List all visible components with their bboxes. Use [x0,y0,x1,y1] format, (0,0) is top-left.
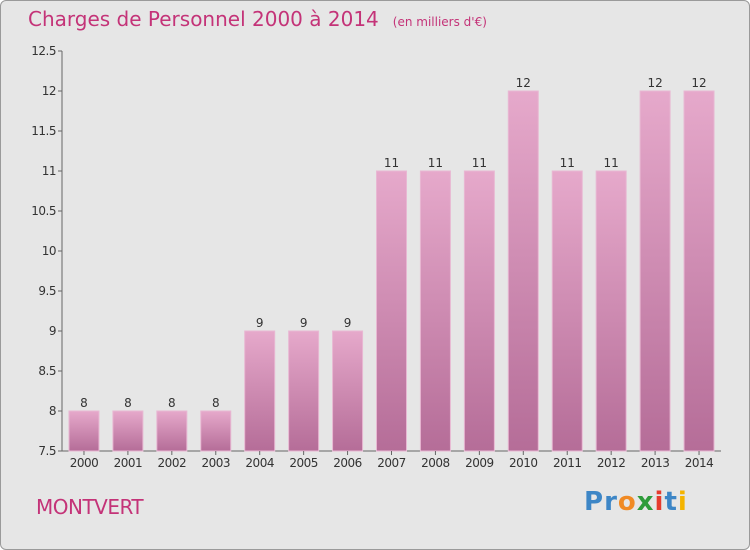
bar [463,170,495,452]
data-label: 9 [256,316,264,330]
logo-letter: i [654,487,665,517]
data-label: 8 [212,396,220,410]
y-tick-label: 9 [49,324,56,338]
title-text: Charges de Personnel 2000 à 2014 [28,7,379,31]
y-tick-label: 10.5 [31,204,56,218]
data-label: 9 [344,316,352,330]
logo-letter: t [664,487,678,517]
bar [683,90,715,452]
bar [507,90,539,452]
data-label: 11 [384,156,399,170]
bar [332,330,364,452]
data-label: 8 [80,396,88,410]
y-tick-label: 11 [42,164,56,178]
bar [595,170,627,452]
data-label: 11 [472,156,487,170]
bar [112,410,144,452]
x-tick-label: 2007 [377,456,406,470]
y-tick-label: 11.5 [31,124,56,138]
x-tick-label: 2008 [421,456,450,470]
x-tick-label: 2012 [597,456,626,470]
bar [156,410,188,452]
data-label: 11 [560,156,575,170]
x-tick-label: 2014 [685,456,714,470]
chart-title: Charges de Personnel 2000 à 2014 (en mill… [28,7,487,31]
x-tick-label: 2011 [553,456,582,470]
bar [200,410,232,452]
x-tick-label: 2000 [70,456,99,470]
y-tick-label: 10 [42,244,56,258]
location-label: MONTVERT [36,495,144,519]
data-label: 12 [516,76,531,90]
y-tick-label: 7.5 [38,444,56,458]
y-tick-label: 12 [42,84,56,98]
logo-letter: r [604,487,618,517]
x-tick-label: 2006 [333,456,362,470]
data-label: 8 [168,396,176,410]
unit-note: (en milliers d'€) [392,15,487,29]
x-tick-label: 2009 [465,456,494,470]
x-tick-label: 2013 [641,456,670,470]
logo-letter: i [677,487,688,517]
bar [244,330,276,452]
bar [639,90,671,452]
x-tick-label: 2002 [158,456,187,470]
y-tick-label: 12.5 [31,44,56,58]
y-tick-label: 9.5 [38,284,56,298]
bar [419,170,451,452]
logo-letter: x [636,487,655,517]
data-label: 12 [691,76,706,90]
data-label: 9 [300,316,308,330]
bar [68,410,100,452]
x-tick-label: 2003 [201,456,230,470]
data-label: 12 [647,76,662,90]
y-tick-label: 8 [49,404,56,418]
data-label: 11 [604,156,619,170]
proxiti-logo[interactable]: Proxiti [584,487,688,517]
bar [288,330,320,452]
data-label: 11 [428,156,443,170]
bar [376,170,407,452]
data-label: 8 [124,396,132,410]
x-tick-label: 2010 [509,456,538,470]
x-tick-label: 2001 [114,456,143,470]
x-tick-label: 2004 [245,456,274,470]
bar [551,170,583,452]
y-tick-label: 8.5 [38,364,56,378]
x-tick-label: 2005 [289,456,318,470]
logo-letter: P [584,487,605,517]
logo-letter: o [617,487,637,517]
